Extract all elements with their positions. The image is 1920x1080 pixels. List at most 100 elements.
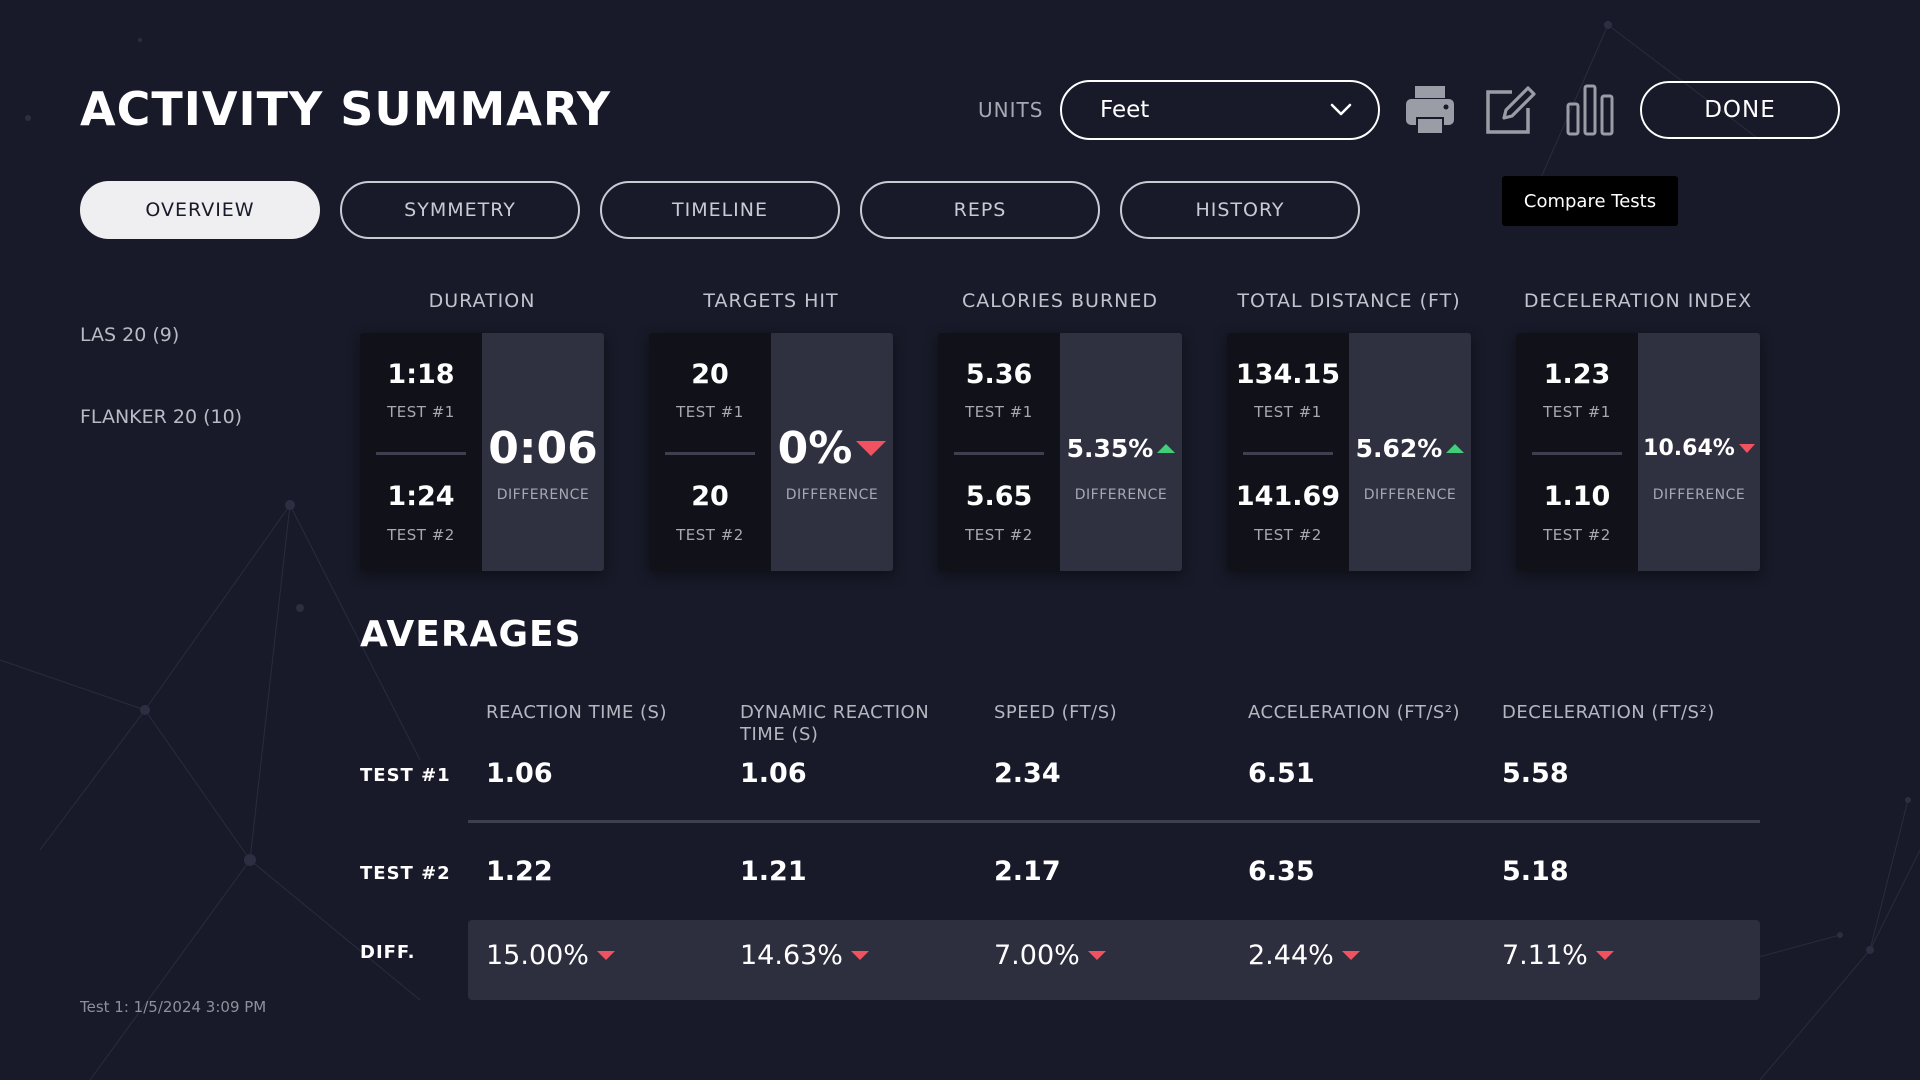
avg-diff-acceleration: 2.44% bbox=[1248, 940, 1360, 971]
trend-up-icon bbox=[1446, 443, 1465, 453]
row-label-test2: TEST #2 bbox=[360, 863, 451, 884]
tab-overview[interactable]: OVERVIEW bbox=[80, 181, 320, 239]
test2-value: 141.69 bbox=[1235, 481, 1341, 512]
avg-test1-speed: 2.34 bbox=[994, 758, 1061, 789]
diff-row-background bbox=[468, 920, 1760, 1000]
sidebar-item-flanker-20[interactable]: FLANKER 20 (10) bbox=[80, 406, 243, 428]
avg-test1-dynamic-reaction-time: 1.06 bbox=[740, 758, 807, 789]
diff-value: 7.11% bbox=[1502, 940, 1588, 971]
page-title: ACTIVITY SUMMARY bbox=[80, 82, 612, 136]
test2-value: 20 bbox=[691, 481, 729, 512]
avg-test2-acceleration: 6.35 bbox=[1248, 856, 1315, 887]
avg-diff-reaction-time: 15.00% bbox=[486, 940, 615, 971]
averages-title: AVERAGES bbox=[360, 614, 582, 655]
avg-diff-dynamic-reaction-time: 14.63% bbox=[740, 940, 869, 971]
difference-value-row: 5.35% bbox=[1060, 425, 1182, 471]
units-label: UNITS bbox=[978, 98, 1044, 122]
test2-label: TEST #2 bbox=[1254, 526, 1322, 544]
test1-label: TEST #1 bbox=[387, 403, 455, 421]
difference-value: 5.35% bbox=[1066, 433, 1154, 463]
difference-label: DIFFERENCE bbox=[785, 487, 879, 503]
difference-value: 5.62% bbox=[1355, 433, 1443, 463]
tab-history[interactable]: HISTORY bbox=[1120, 181, 1360, 239]
card-divider bbox=[1532, 452, 1622, 455]
test2-value: 1:24 bbox=[387, 481, 455, 512]
trend-down-icon bbox=[1738, 443, 1755, 453]
edit-icon bbox=[1486, 86, 1536, 134]
averages-divider bbox=[468, 820, 1760, 823]
trend-down-icon bbox=[1087, 951, 1106, 960]
test1-value: 134.15 bbox=[1235, 359, 1341, 390]
chevron-down-icon bbox=[1330, 103, 1352, 116]
difference-label: DIFFERENCE bbox=[1074, 487, 1168, 503]
avg-test2-reaction-time: 1.22 bbox=[486, 856, 553, 887]
edit-button[interactable] bbox=[1482, 82, 1538, 138]
column-header-dynamic-reaction-time: DYNAMIC REACTION TIME (S) bbox=[740, 702, 930, 745]
avg-test1-reaction-time: 1.06 bbox=[486, 758, 553, 789]
test1-label: TEST #1 bbox=[1543, 403, 1611, 421]
test2-label: TEST #2 bbox=[965, 526, 1033, 544]
done-button[interactable]: DONE bbox=[1640, 81, 1840, 139]
test2-label: TEST #2 bbox=[387, 526, 455, 544]
test1-label: TEST #1 bbox=[1254, 403, 1322, 421]
tab-symmetry[interactable]: SYMMETRY bbox=[340, 181, 580, 239]
trend-down-icon bbox=[1341, 951, 1360, 960]
trend-down-icon bbox=[856, 440, 887, 456]
tab-reps[interactable]: REPS bbox=[860, 181, 1100, 239]
test2-value: 5.65 bbox=[965, 481, 1033, 512]
metric-card-calories-burned: 5.36 TEST #1 5.65 TEST #2 5.35% DIFFEREN… bbox=[938, 333, 1182, 571]
column-header-speed: SPEED (FT/S) bbox=[994, 702, 1118, 723]
difference-value: 0% bbox=[777, 422, 853, 474]
metric-card-duration: 1:18 TEST #1 1:24 TEST #2 0:06 DIFFERENC… bbox=[360, 333, 604, 571]
units-dropdown[interactable]: Feet bbox=[1060, 80, 1380, 140]
diff-value: 15.00% bbox=[486, 940, 589, 971]
column-header-acceleration: ACCELERATION (FT/S²) bbox=[1248, 702, 1461, 723]
card-divider bbox=[665, 452, 755, 455]
avg-test2-speed: 2.17 bbox=[994, 856, 1061, 887]
avg-test2-deceleration: 5.18 bbox=[1502, 856, 1569, 887]
difference-value-row: 0:06 bbox=[482, 422, 604, 474]
print-icon bbox=[1406, 86, 1454, 135]
card-divider bbox=[954, 452, 1044, 455]
difference-value-row: 0% bbox=[771, 422, 893, 474]
difference-value-row: 5.62% bbox=[1349, 425, 1471, 471]
column-header-reaction-time: REACTION TIME (S) bbox=[486, 702, 668, 723]
test1-value: 1.23 bbox=[1543, 359, 1611, 390]
difference-label: DIFFERENCE bbox=[496, 487, 590, 503]
trend-down-icon bbox=[850, 951, 869, 960]
print-button[interactable] bbox=[1402, 82, 1458, 138]
test2-value: 1.10 bbox=[1543, 481, 1611, 512]
trend-down-icon bbox=[596, 951, 615, 960]
metric-card-deceleration-index: 1.23 TEST #1 1.10 TEST #2 10.64% DIFFERE… bbox=[1516, 333, 1760, 571]
compare-tests-button[interactable] bbox=[1562, 82, 1618, 138]
row-label-diff: DIFF. bbox=[360, 942, 416, 963]
test1-label: TEST #1 bbox=[676, 403, 744, 421]
trend-up-icon bbox=[1157, 443, 1176, 453]
metric-title-calories-burned: CALORIES BURNED bbox=[961, 290, 1159, 312]
metric-card-total-distance: 134.15 TEST #1 141.69 TEST #2 5.62% DIFF… bbox=[1227, 333, 1471, 571]
metric-card-targets-hit: 20 TEST #1 20 TEST #2 0% DIFFERENCE bbox=[649, 333, 893, 571]
diff-value: 7.00% bbox=[994, 940, 1080, 971]
avg-test2-dynamic-reaction-time: 1.21 bbox=[740, 856, 807, 887]
column-header-deceleration: DECELERATION (FT/S²) bbox=[1502, 702, 1715, 723]
test1-label: TEST #1 bbox=[965, 403, 1033, 421]
metric-title-deceleration-index: DECELERATION INDEX bbox=[1523, 290, 1753, 312]
row-label-test1: TEST #1 bbox=[360, 765, 451, 786]
test-timestamp: Test 1: 1/5/2024 3:09 PM bbox=[80, 998, 267, 1016]
diff-value: 2.44% bbox=[1248, 940, 1334, 971]
card-divider bbox=[376, 452, 466, 455]
diff-value: 14.63% bbox=[740, 940, 843, 971]
difference-value: 0:06 bbox=[488, 422, 598, 474]
avg-diff-speed: 7.00% bbox=[994, 940, 1106, 971]
test2-label: TEST #2 bbox=[1543, 526, 1611, 544]
test1-value: 1:18 bbox=[387, 359, 455, 390]
test2-label: TEST #2 bbox=[676, 526, 744, 544]
difference-label: DIFFERENCE bbox=[1652, 487, 1746, 503]
avg-diff-deceleration: 7.11% bbox=[1502, 940, 1614, 971]
sidebar-item-las-20[interactable]: LAS 20 (9) bbox=[80, 324, 180, 346]
avg-test1-acceleration: 6.51 bbox=[1248, 758, 1315, 789]
compare-tests-tooltip: Compare Tests bbox=[1502, 176, 1678, 226]
avg-test1-deceleration: 5.58 bbox=[1502, 758, 1569, 789]
units-value: Feet bbox=[1100, 97, 1150, 123]
tab-timeline[interactable]: TIMELINE bbox=[600, 181, 840, 239]
